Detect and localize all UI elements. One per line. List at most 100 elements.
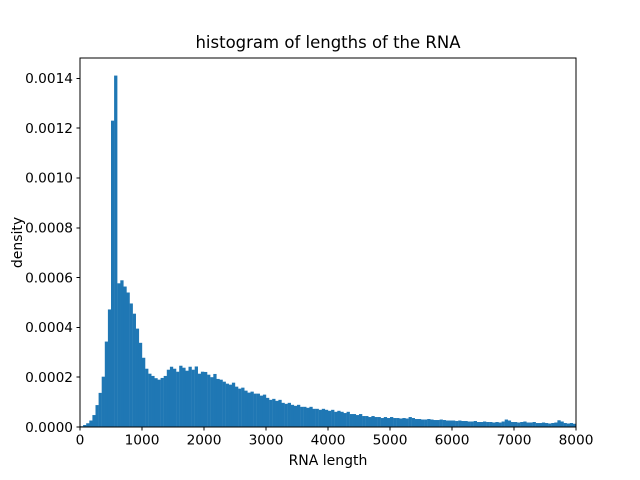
histogram-bar xyxy=(219,379,223,427)
histogram-bar xyxy=(380,418,384,427)
y-tick-label: 0.0004 xyxy=(25,320,73,336)
histogram-bar xyxy=(259,395,264,427)
x-axis-label: RNA length xyxy=(289,453,368,469)
histogram-bar xyxy=(107,309,112,427)
histogram-bar xyxy=(421,419,425,427)
histogram-bar xyxy=(455,421,459,427)
histogram-bar xyxy=(495,422,499,427)
histogram-bar xyxy=(101,376,105,427)
histogram-bar xyxy=(483,421,487,427)
histogram-bars xyxy=(80,75,577,427)
histogram-bar xyxy=(213,373,217,427)
histogram-bar xyxy=(436,420,440,427)
y-tick-label: 0.0014 xyxy=(25,71,73,87)
chart-title: histogram of lengths of the RNA xyxy=(195,33,461,52)
histogram-bar xyxy=(334,411,338,427)
histogram-bar xyxy=(176,371,180,427)
histogram-bar xyxy=(231,382,236,427)
y-tick-label: 0.0002 xyxy=(25,370,73,386)
histogram-bar xyxy=(154,378,158,427)
histogram-bar xyxy=(501,421,505,427)
histogram-bar xyxy=(498,422,502,427)
histogram-bar xyxy=(393,418,397,427)
histogram-bar xyxy=(470,421,474,427)
histogram-bar xyxy=(151,375,155,427)
histogram-bar xyxy=(439,419,443,427)
histogram-bar xyxy=(337,410,341,427)
histogram-bar xyxy=(479,422,484,427)
histogram-bar xyxy=(563,423,567,427)
histogram-bar xyxy=(318,409,322,427)
histogram-bar xyxy=(346,411,350,427)
histogram-bar xyxy=(290,404,295,427)
histogram-bar xyxy=(157,379,161,427)
histogram-bar xyxy=(253,393,257,427)
histogram-bar xyxy=(433,420,437,427)
histogram-bar xyxy=(492,422,496,427)
histogram-bar xyxy=(359,414,363,427)
histogram-bar xyxy=(507,420,512,427)
x-tick-label: 5000 xyxy=(373,433,408,449)
histogram-bar xyxy=(551,423,555,427)
histogram-bar xyxy=(523,421,527,427)
histogram-bar xyxy=(541,422,546,427)
histogram-bar xyxy=(315,408,319,427)
histogram-bar xyxy=(207,374,211,427)
histogram-bar xyxy=(228,384,233,427)
histogram-bar xyxy=(399,418,403,427)
y-axis-label: density xyxy=(10,217,26,268)
histogram-bar xyxy=(269,399,273,427)
histogram-bar xyxy=(349,414,353,427)
histogram-bar xyxy=(309,406,313,427)
axis-ticks: 0 1000 2000 3000 4000 5000 6000 7000 8000 0.0000 0… xyxy=(25,71,593,448)
histogram-bar xyxy=(173,368,177,427)
x-tick-label: 2000 xyxy=(187,433,222,449)
histogram-bar xyxy=(452,420,456,427)
histogram-bar xyxy=(365,416,369,427)
histogram-bar xyxy=(458,420,462,427)
histogram-bar xyxy=(371,416,375,427)
x-tick-label: 6000 xyxy=(435,433,470,449)
histogram-bar xyxy=(117,283,121,427)
histogram-bar xyxy=(241,387,245,427)
histogram-bar xyxy=(160,377,164,427)
histogram-bar xyxy=(104,341,109,427)
histogram-bar xyxy=(572,423,577,427)
histogram-bar xyxy=(185,370,189,427)
histogram-bar xyxy=(138,342,143,427)
histogram-bar xyxy=(287,402,291,427)
histogram-bar xyxy=(514,422,518,427)
histogram-bar xyxy=(256,393,260,427)
histogram-bar xyxy=(390,417,394,427)
histogram-bar xyxy=(250,391,254,427)
histogram-bar xyxy=(417,419,422,427)
x-tick-label: 4000 xyxy=(311,433,346,449)
histogram-bar xyxy=(278,399,282,427)
histogram-bar xyxy=(402,418,406,427)
histogram-bar xyxy=(194,366,198,427)
histogram-bar xyxy=(405,418,409,427)
histogram-bar xyxy=(569,423,574,427)
histogram-bar xyxy=(303,406,307,427)
histogram-bar xyxy=(135,328,140,427)
y-tick-label: 0.0006 xyxy=(25,270,73,286)
histogram-bar xyxy=(169,366,174,427)
histogram-bar xyxy=(414,419,419,427)
histogram-bar xyxy=(545,423,549,427)
histogram-bar xyxy=(275,400,279,427)
histogram-bar xyxy=(306,407,310,427)
y-tick-label: 0.0010 xyxy=(25,171,73,187)
histogram-bar xyxy=(362,416,366,427)
histogram-bar xyxy=(374,417,378,427)
x-tick-label: 0 xyxy=(76,433,85,449)
histogram-bar xyxy=(464,421,468,427)
histogram-bar xyxy=(145,368,149,427)
histogram-bar xyxy=(247,392,251,427)
x-tick-label: 7000 xyxy=(497,433,532,449)
histogram-bar xyxy=(352,414,357,427)
histogram-bar xyxy=(132,313,136,427)
histogram-bar xyxy=(442,420,446,427)
histogram-bar xyxy=(529,422,533,427)
histogram-bar xyxy=(95,405,99,427)
